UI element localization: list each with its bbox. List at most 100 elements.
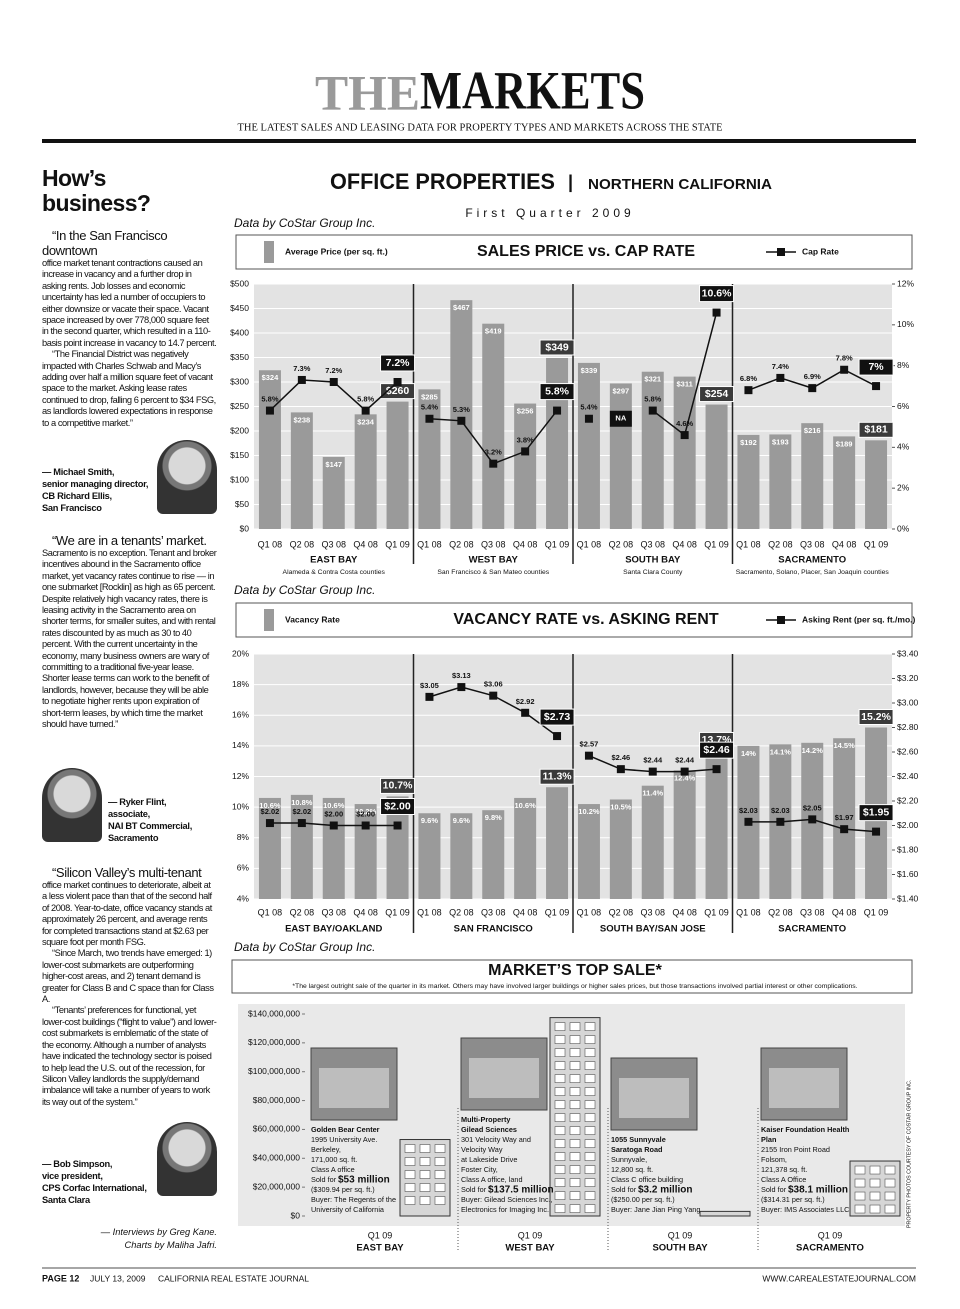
- caption-line: Buyer: Gilead Sciences Inc.,: [461, 1195, 553, 1204]
- x-tick-label: Q1 09: [704, 539, 729, 549]
- bar: [418, 389, 441, 529]
- y2-tick-label: 10%: [897, 319, 914, 329]
- value-label: $53 million: [338, 1175, 390, 1186]
- y2-tick-label: $2.40: [897, 771, 919, 781]
- sidebar-heading: How’s business?: [42, 165, 151, 216]
- line-value-label: 10.6%: [702, 287, 732, 299]
- caption-line: ($250.00 per sq. ft.): [611, 1195, 675, 1204]
- caption-line: at Lakeside Drive: [461, 1155, 517, 1164]
- window: [584, 1126, 596, 1135]
- marker: [521, 447, 530, 456]
- marker: [872, 827, 881, 836]
- bar: [514, 403, 537, 529]
- bar: [769, 434, 792, 529]
- caption-line: 1995 University Ave.: [311, 1135, 377, 1144]
- x-tick-label: Q2 08: [609, 539, 634, 549]
- credit-line: Charts by Maliha Jafri.: [124, 1240, 217, 1250]
- window: [434, 1170, 446, 1179]
- group-label: SOUTH BAY/SAN JOSE: [600, 924, 706, 935]
- caption-line: Foster City,: [461, 1165, 498, 1174]
- marker: [712, 308, 721, 317]
- caption-sold-prefix: Sold for: [611, 1185, 637, 1194]
- line-value-label: $2.02: [292, 807, 311, 816]
- marker: [872, 382, 881, 391]
- window: [554, 1074, 566, 1083]
- window: [554, 1139, 566, 1148]
- marker: [840, 825, 849, 834]
- caption-line: Electronics for Imaging Inc.: [461, 1205, 549, 1214]
- x-tick-label: Q4 08: [513, 539, 538, 549]
- window: [554, 1126, 566, 1135]
- window: [869, 1204, 881, 1214]
- line-value-label: 7.4%: [772, 362, 789, 371]
- window: [569, 1113, 581, 1122]
- attribution-line: — Michael Smith,: [42, 467, 115, 477]
- bar: [482, 810, 505, 899]
- quote-paragraph: Sacramento is no exception. Tenant and b…: [42, 548, 217, 730]
- bar-value-label: 14.5%: [834, 741, 856, 750]
- chart-source: Data by CoStar Group Inc.: [234, 216, 375, 230]
- marker: [712, 765, 721, 774]
- caption-title: Saratoga Road: [611, 1145, 663, 1154]
- window: [419, 1183, 431, 1192]
- group-label: SACRAMENTO: [778, 555, 846, 566]
- marker: [553, 732, 562, 741]
- window: [554, 1165, 566, 1174]
- caption-line: Buyer: The Regents of the: [311, 1195, 396, 1204]
- marker: [361, 821, 370, 830]
- window: [854, 1191, 866, 1201]
- x-tick-label: Q2 08: [290, 539, 315, 549]
- marker: [584, 751, 593, 760]
- x-tick-label: Q3 08: [800, 539, 825, 549]
- window: [584, 1139, 596, 1148]
- x-tick-label: Q1 09: [518, 1230, 543, 1240]
- chart-source: Data by CoStar Group Inc.: [234, 583, 375, 597]
- window: [569, 1139, 581, 1148]
- window: [554, 1048, 566, 1057]
- bar-value-label: $467: [453, 303, 470, 312]
- line-value-label: 6.9%: [804, 372, 821, 381]
- y-tick-label: $100,000,000: [248, 1066, 300, 1076]
- y2-tick-label: $2.20: [897, 795, 919, 805]
- marker: [489, 691, 498, 700]
- window: [584, 1061, 596, 1070]
- bar-value-label: 15.2%: [861, 711, 891, 723]
- bar-value-label: 14.1%: [770, 747, 792, 756]
- line-value-label: 5.8%: [357, 395, 374, 404]
- group-label: SOUTH BAY: [625, 555, 681, 566]
- line-value-label: 4.6%: [676, 419, 693, 428]
- portrait: [157, 1122, 217, 1196]
- group-label: SACRAMENTO: [778, 924, 846, 935]
- x-tick-label: Q1 08: [736, 539, 761, 549]
- chart-title: VACANCY RATE vs. ASKING RENT: [453, 611, 718, 628]
- x-tick-label: Q1 08: [258, 539, 283, 549]
- na-box: [609, 410, 632, 427]
- credit-line: — Interviews by Greg Kane.: [100, 1227, 217, 1237]
- bar: [673, 770, 696, 899]
- line-value-label: 7.2%: [386, 357, 411, 369]
- x-tick-label: Q4 08: [672, 539, 697, 549]
- attribution-line: vice president,: [42, 1171, 103, 1181]
- bar-value-label: $311: [677, 380, 693, 389]
- x-tick-label: Q1 09: [368, 1230, 393, 1240]
- bar-value-label: 9.6%: [453, 816, 470, 825]
- brand-the: THE: [315, 64, 420, 120]
- caption-title: Plan: [761, 1135, 776, 1144]
- attribution-line: — Ryker Flint,: [108, 797, 167, 807]
- caption-line: 171,000 sq. ft.: [311, 1155, 357, 1164]
- bar-value-label: $181: [864, 424, 888, 436]
- brand-markets: MARKETS: [420, 60, 645, 120]
- bar: [258, 370, 281, 529]
- marker: [680, 431, 689, 440]
- caption-line: Velocity Way: [461, 1145, 503, 1154]
- x-tick-label: Q2 08: [768, 539, 793, 549]
- line-value-label: 3.8%: [517, 435, 534, 444]
- y2-tick-label: 8%: [897, 360, 910, 370]
- value-label: $3.2 million: [638, 1185, 692, 1196]
- y-tick-label: $100: [230, 474, 249, 484]
- window: [569, 1204, 581, 1213]
- window: [884, 1204, 896, 1214]
- caption-line: Class A office, land: [461, 1175, 523, 1184]
- value-label-box: [858, 709, 894, 725]
- bar: [354, 414, 377, 529]
